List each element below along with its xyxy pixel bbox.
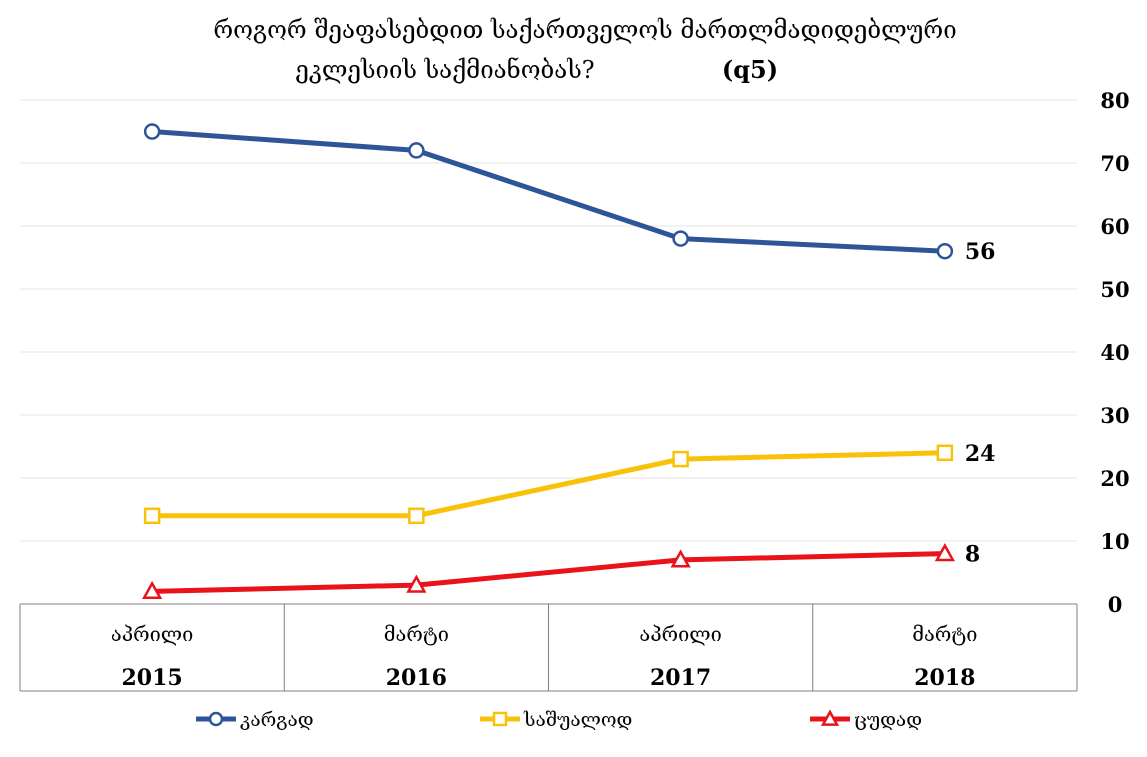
legend-item: საშუალოდ	[480, 709, 632, 731]
data-point-1-3	[936, 444, 954, 462]
legend-label: კარგად	[240, 709, 314, 731]
x-tick-year: 2015	[122, 665, 183, 691]
series-lines: 56 24 8	[142, 123, 996, 600]
data-point-1-2	[672, 450, 689, 468]
y-axis: 0 10 20 30 40 50 60 70 80	[1100, 88, 1129, 617]
chart-title: როგორ შეაფასებდით საქართველოს მართლმადიდ…	[213, 16, 956, 84]
end-data-label: 56	[965, 239, 996, 265]
y-tick-label: 60	[1100, 214, 1129, 239]
data-point-1-0	[143, 507, 161, 525]
x-axis-table: აპრილი 2015 მარტი 2016 აპრილი 2017 მარტი 2018	[19, 603, 1078, 692]
data-point-2-0	[142, 580, 163, 600]
x-tick-year: 2018	[914, 665, 975, 691]
data-point-2-2	[670, 549, 691, 568]
legend-marker	[492, 711, 508, 727]
y-tick-label: 30	[1100, 403, 1129, 428]
series-line-2	[149, 551, 948, 594]
x-tick-month: აპრილი	[111, 622, 193, 646]
y-tick-label: 10	[1100, 529, 1129, 554]
series-line-1	[149, 450, 948, 519]
legend-label: ცუდად	[854, 709, 922, 731]
y-tick-label: 70	[1100, 151, 1129, 176]
legend: კარგად საშუალოდ ცუდად	[196, 709, 922, 731]
legend-marker	[820, 709, 840, 726]
data-point-0-0	[143, 123, 161, 140]
x-tick-year: 2016	[386, 665, 447, 691]
legend-item: კარგად	[196, 709, 314, 731]
chart-title-question-code: (q5)	[722, 55, 778, 84]
end-data-label: 24	[965, 441, 996, 467]
chart-title-line-2: ეკლესიის საქმიანობას?	[295, 56, 594, 84]
y-tick-label: 0	[1108, 592, 1123, 617]
legend-item: ცუდად	[810, 709, 922, 731]
y-tick-label: 80	[1100, 88, 1129, 113]
series-line-0	[149, 129, 948, 254]
legend-label: საშუალოდ	[523, 709, 632, 731]
data-point-0-1	[408, 142, 425, 159]
gridlines	[20, 99, 1077, 542]
x-tick-month: მარტი	[912, 622, 977, 646]
end-data-label: 8	[965, 542, 980, 568]
legend-marker	[208, 711, 224, 727]
x-tick-month: აპრილი	[639, 622, 721, 646]
chart-title-line-1: როგორ შეაფასებდით საქართველოს მართლმადიდ…	[213, 16, 956, 44]
data-point-0-3	[936, 242, 954, 260]
data-point-1-1	[408, 507, 425, 525]
data-point-2-3	[934, 543, 955, 562]
y-tick-label: 20	[1100, 466, 1129, 491]
x-tick-month: მარტი	[384, 622, 449, 646]
x-tick-year: 2017	[650, 665, 711, 691]
data-point-0-2	[672, 230, 689, 247]
data-point-2-1	[406, 574, 427, 593]
y-tick-label: 50	[1100, 277, 1129, 302]
y-tick-label: 40	[1100, 340, 1129, 365]
